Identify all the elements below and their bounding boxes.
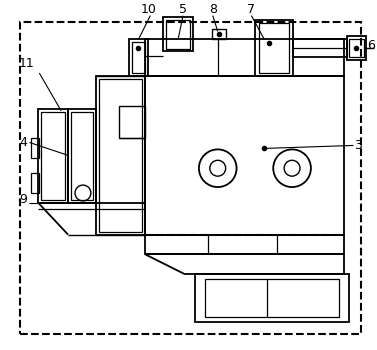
Bar (41, 112, 65, 200)
Bar (293, 40, 346, 57)
Text: 4: 4 (20, 136, 28, 149)
Bar (119, 106, 146, 139)
Bar (132, 42, 146, 73)
Bar (146, 234, 343, 254)
Text: 11: 11 (18, 57, 34, 70)
Bar (259, 22, 289, 73)
Text: 5: 5 (179, 3, 187, 16)
Bar (349, 40, 365, 57)
Bar (146, 76, 343, 234)
Bar (346, 36, 366, 60)
Text: 7: 7 (247, 3, 256, 16)
Text: 10: 10 (140, 3, 156, 16)
Text: 6: 6 (368, 39, 375, 52)
Bar (195, 274, 349, 322)
Bar (31, 173, 39, 193)
Bar (255, 20, 293, 76)
Bar (31, 139, 39, 158)
Bar (68, 109, 96, 203)
Bar (99, 79, 143, 232)
Bar (129, 40, 149, 76)
Text: 3: 3 (354, 139, 362, 152)
Bar (71, 112, 93, 200)
Text: 9: 9 (20, 194, 28, 206)
Bar (166, 20, 190, 49)
Bar (96, 76, 146, 234)
Bar (146, 40, 343, 76)
Text: 8: 8 (209, 3, 217, 16)
Bar (163, 16, 193, 51)
Bar (38, 109, 68, 203)
Bar (212, 29, 226, 40)
Bar (205, 279, 339, 317)
